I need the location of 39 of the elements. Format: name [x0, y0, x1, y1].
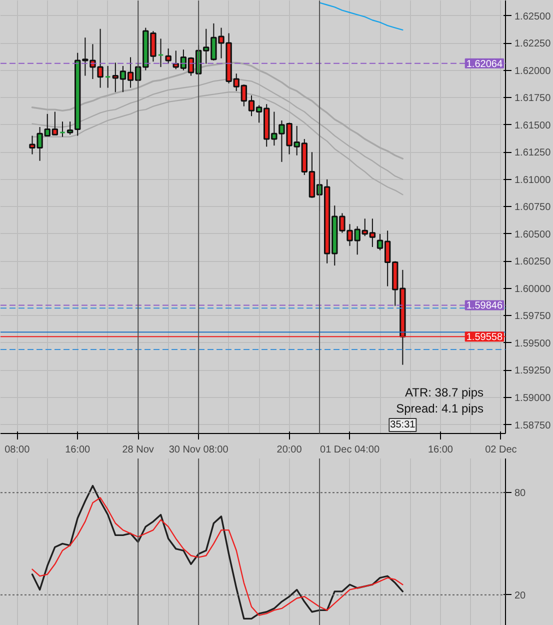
annotation: 35:31: [390, 420, 416, 430]
candlestick: [66, 121, 74, 136]
x-tick-label: 02 Dec: [485, 444, 517, 456]
y-tick-label: 1.58750: [514, 420, 552, 432]
x-tick-label: 01 Dec 04:00: [320, 444, 380, 456]
y-tick-label: 20: [514, 590, 526, 602]
ref-line-label: 1.62064: [466, 58, 503, 70]
x-tick-label: 30 Nov 08:00: [168, 444, 229, 456]
y-tick-label: 1.60500: [514, 229, 552, 240]
y-tick-label: 1.62000: [514, 66, 552, 77]
x-tick-label: 16:00: [428, 444, 454, 456]
y-tick-label: 1.59250: [514, 366, 552, 377]
y-tick-label: 80: [514, 488, 526, 500]
candlestick: [104, 65, 111, 88]
y-tick-label: 1.59750: [514, 311, 552, 322]
y-tick-label: 1.60250: [514, 256, 552, 268]
x-tick-label: 16:00: [65, 444, 91, 456]
annotation: ATR: 38.7 pips: [405, 386, 484, 400]
y-tick-label: 1.60750: [514, 202, 552, 214]
y-tick-label: 1.59000: [514, 393, 552, 404]
candlestick: [158, 38, 164, 68]
y-tick-label: 1.59500: [514, 338, 552, 350]
candlestick: [59, 121, 66, 138]
ref-line-label: 1.59558: [466, 332, 503, 344]
line-series: [32, 78, 404, 180]
line-series: [318, 2, 404, 31]
y-tick-label: 1.61500: [514, 120, 552, 132]
candlestick: [165, 48, 172, 64]
annotation: Spread: 4.1 pips: [396, 402, 484, 416]
y-tick-label: 1.62500: [514, 11, 552, 22]
x-tick-label: 08:00: [4, 444, 30, 456]
y-tick-label: 1.61000: [514, 174, 552, 186]
y-tick-label: 1.62250: [514, 38, 552, 50]
y-tick-label: 1.61750: [514, 93, 552, 104]
y-tick-label: 1.60000: [514, 284, 552, 295]
x-tick-label: 20:00: [276, 444, 302, 456]
x-tick-label: 28 Nov: [122, 444, 154, 456]
ref-line-label: 1.59846: [466, 300, 503, 312]
y-tick-label: 1.61250: [514, 148, 552, 159]
